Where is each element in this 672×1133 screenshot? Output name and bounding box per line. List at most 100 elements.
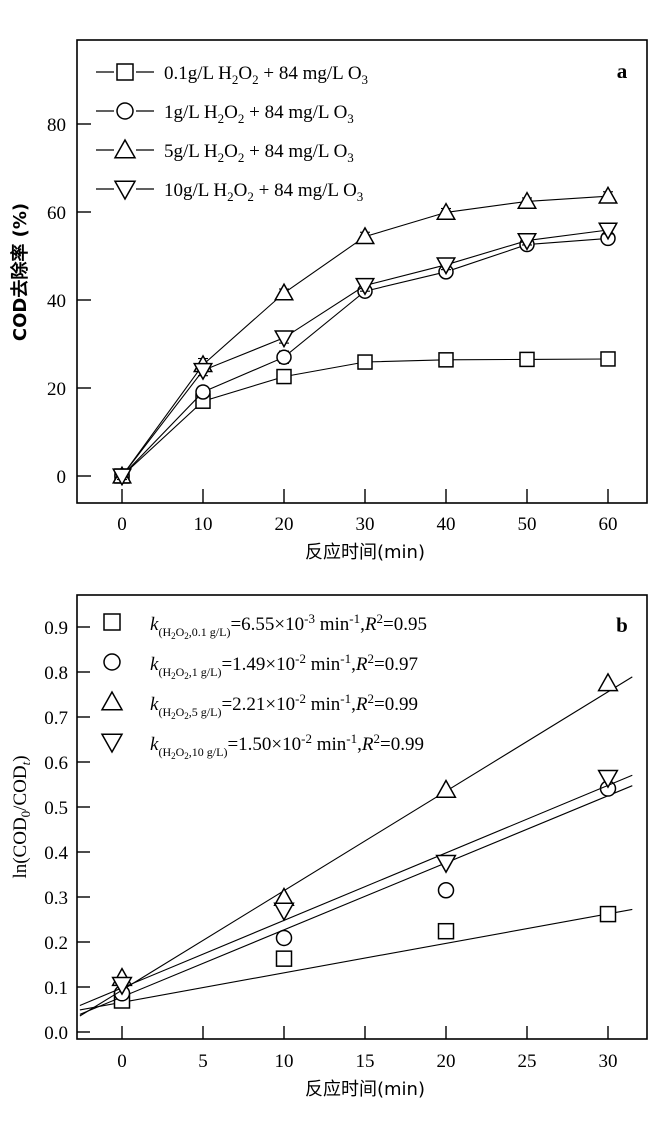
series-square xyxy=(79,905,633,1011)
y-tick-label: 0.0 xyxy=(44,1023,68,1044)
data-point-square xyxy=(438,352,454,368)
data-point-square xyxy=(437,922,455,940)
series-triangle-down xyxy=(111,222,619,487)
y-tick-label: 0.1 xyxy=(44,978,68,999)
x-tick-label: 20 xyxy=(275,514,294,535)
x-tick-label: 30 xyxy=(599,1051,618,1072)
series-line xyxy=(121,229,609,477)
fit-line xyxy=(79,785,633,1015)
y-tick-label: 0.8 xyxy=(44,663,68,684)
data-point-triangle-down xyxy=(435,854,457,874)
x-tick-label: 10 xyxy=(275,1051,294,1072)
legend-marker-circle xyxy=(103,653,121,671)
legend-label: 10g/L H2O2 + 84 mg/L O3 xyxy=(164,180,363,204)
data-point-triangle-up xyxy=(435,202,457,221)
fit-line xyxy=(79,774,633,1006)
legend-item-square: 0.1g/L H2O2 + 84 mg/L O3 xyxy=(96,63,368,87)
series-triangle-up xyxy=(79,672,633,1017)
plot-frame-a xyxy=(76,39,648,504)
data-point-triangle-up xyxy=(354,226,376,245)
fit-line xyxy=(79,676,633,1017)
y-axis-tick-labels-b: 0.0 0.1 0.2 0.3 0.4 0.5 0.6 0.7 0.8 0.9 xyxy=(44,618,68,1044)
x-tick-label: 40 xyxy=(437,514,456,535)
x-tick-label: 50 xyxy=(518,514,537,535)
series-triangle-down xyxy=(79,769,633,1006)
x-axis-title-a: 反应时间(min) xyxy=(305,542,425,563)
x-axis-tick-labels-b: 0 5 10 15 20 25 30 xyxy=(117,1051,617,1072)
y-tick-label: 0.9 xyxy=(44,618,68,639)
data-point-circle xyxy=(437,882,455,899)
x-tick-label: 15 xyxy=(356,1051,375,1072)
chart-a-svg: 0 20 40 60 80 0 10 20 30 40 xyxy=(9,39,648,563)
x-tick-label: 0 xyxy=(117,514,127,535)
data-point-triangle-down xyxy=(354,277,376,296)
data-point-triangle-down xyxy=(516,233,538,251)
legend-marker-square xyxy=(116,63,134,81)
y-tick-label: 0.5 xyxy=(44,798,68,819)
x-tick-label: 5 xyxy=(198,1051,208,1072)
legend-label: k(H2O2,10 g/L)=1.50×10-2 min-1,R2=0.99 xyxy=(150,731,424,761)
y-axis-title-b: ln(COD0/CODt) xyxy=(10,755,33,878)
legend-item-circle: k(H2O2,1 g/L)=1.49×10-2 min-1,R2=0.97 xyxy=(103,651,418,681)
series-square xyxy=(114,351,616,484)
x-tick-label: 25 xyxy=(518,1051,537,1072)
legend-b: k(H2O2,0.1 g/L)=6.55×10-3 min-1,R2=0.95 k… xyxy=(100,611,427,761)
legend-item-triangle-up: 5g/L H2O2 + 84 mg/L O3 xyxy=(96,138,354,165)
chart-panel-b: 0.0 0.1 0.2 0.3 0.4 0.5 0.6 0.7 0.8 0.9 0 5 10 15 20 2… xyxy=(0,566,672,1133)
series-circle xyxy=(79,780,633,1015)
legend-item-triangle-down: 10g/L H2O2 + 84 mg/L O3 xyxy=(96,180,363,204)
x-axis-tick-labels-a: 0 10 20 30 40 50 60 xyxy=(117,514,617,535)
y-tick-label: 60 xyxy=(47,203,66,224)
data-point-triangle-down xyxy=(273,330,295,349)
y-axis-title-a: COD去除率 (%) xyxy=(9,203,31,341)
data-point-triangle-down xyxy=(273,902,295,922)
panel-letter-a: a xyxy=(617,59,628,83)
x-tick-label: 30 xyxy=(356,514,375,535)
panel-letter-b: b xyxy=(616,613,628,637)
y-tick-label: 0.2 xyxy=(44,933,68,954)
legend-label: k(H2O2,1 g/L)=1.49×10-2 min-1,R2=0.97 xyxy=(150,651,418,681)
data-point-triangle-up xyxy=(273,282,295,301)
y-tick-label: 0.7 xyxy=(44,708,68,729)
y-tick-label: 0.6 xyxy=(44,753,68,774)
data-series-group-a xyxy=(111,185,619,487)
chart-b-svg: 0.0 0.1 0.2 0.3 0.4 0.5 0.6 0.7 0.8 0.9 0 5 10 15 20 2… xyxy=(10,594,648,1100)
data-point-triangle-up xyxy=(597,672,619,692)
legend-item-square: k(H2O2,0.1 g/L)=6.55×10-3 min-1,R2=0.95 xyxy=(103,611,427,641)
legend-marker-circle xyxy=(116,102,134,120)
legend-a: 0.1g/L H2O2 + 84 mg/L O3 1g/L H2O2 + 84 m… xyxy=(96,63,368,204)
data-point-square xyxy=(519,351,535,368)
y-tick-label: 20 xyxy=(47,379,66,400)
data-point-square xyxy=(599,905,617,923)
svg-text:ln(COD0/CODt): ln(COD0/CODt) xyxy=(10,755,33,878)
legend-marker-square xyxy=(103,613,121,631)
data-point-triangle-down xyxy=(597,769,619,789)
y-tick-label: 0 xyxy=(57,467,67,488)
plot-frame-b xyxy=(76,594,648,1040)
legend-marker-triangle-down xyxy=(113,180,137,201)
data-point-triangle-down xyxy=(111,976,133,996)
data-point-circle xyxy=(276,349,292,365)
y-tick-label: 0.3 xyxy=(44,888,68,909)
legend-marker-triangle-up xyxy=(113,138,137,159)
series-triangle-up xyxy=(111,185,619,484)
data-point-square xyxy=(600,351,616,367)
y-tick-label: 0.4 xyxy=(44,843,68,864)
y-axis-ticks-b xyxy=(77,626,90,1033)
data-point-triangle-down xyxy=(597,222,619,241)
y-axis-tick-labels-a: 0 20 40 60 80 xyxy=(47,115,66,488)
legend-label: k(H2O2,0.1 g/L)=6.55×10-3 min-1,R2=0.95 xyxy=(150,611,427,641)
x-axis-ticks-b xyxy=(121,1026,609,1039)
y-tick-label: 40 xyxy=(47,291,66,312)
x-axis-title-b: 反应时间(min) xyxy=(305,1079,425,1100)
data-point-triangle-up xyxy=(516,191,538,210)
data-point-circle xyxy=(195,384,211,400)
data-point-square xyxy=(275,950,293,967)
chart-panel-a: 0 20 40 60 80 0 10 20 30 40 xyxy=(0,0,672,566)
fit-line xyxy=(79,908,633,1011)
data-point-triangle-up xyxy=(597,185,619,204)
x-tick-label: 20 xyxy=(437,1051,456,1072)
legend-label: 5g/L H2O2 + 84 mg/L O3 xyxy=(164,141,354,165)
x-tick-label: 60 xyxy=(599,514,618,535)
legend-label: 0.1g/L H2O2 + 84 mg/L O3 xyxy=(164,63,368,87)
